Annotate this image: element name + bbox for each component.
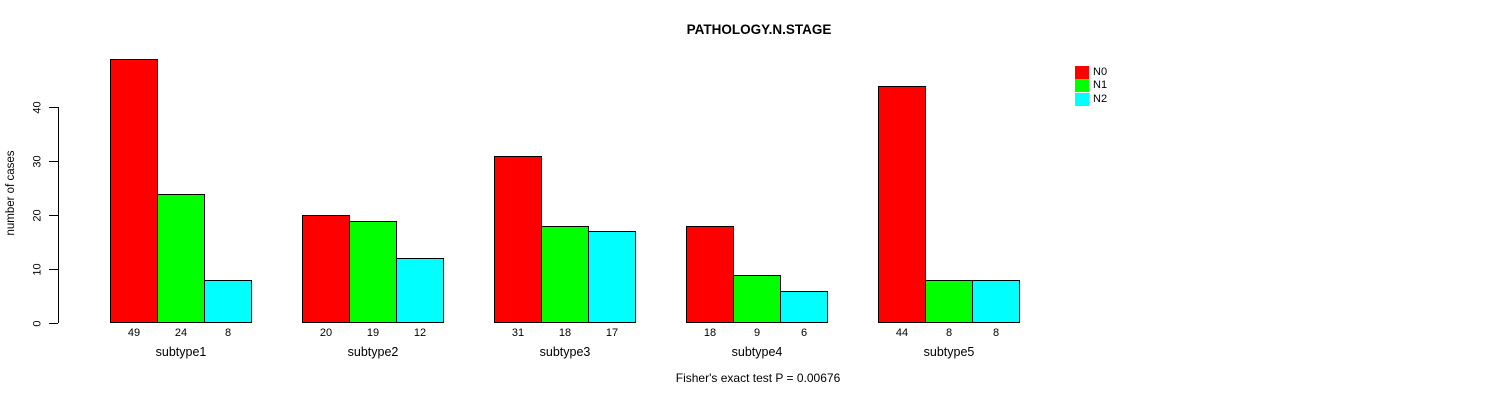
y-axis-line (58, 107, 59, 323)
y-axis-title: number of cases (5, 150, 17, 236)
bar-subtype2-N2 (396, 258, 444, 323)
bar-value-label-subtype3-N1: 18 (558, 327, 572, 339)
bar-value-label-subtype5-N1: 8 (945, 327, 953, 339)
bar-subtype3-N2 (588, 231, 636, 323)
bar-subtype1-N1 (157, 193, 205, 323)
legend-label-N0: N0 (1093, 66, 1108, 78)
bar-subtype1-N0 (110, 58, 158, 323)
bar-subtype2-N0 (302, 215, 350, 323)
bar-value-label-subtype4-N0: 18 (703, 327, 717, 339)
category-label-subtype2: subtype2 (347, 345, 399, 359)
y-tick-label: 40 (31, 101, 44, 114)
bar-value-label-subtype3-N2: 17 (605, 327, 619, 339)
category-label-subtype3: subtype3 (539, 345, 591, 359)
y-axis-tick (49, 106, 58, 108)
legend-label-N1: N1 (1093, 79, 1108, 92)
y-axis-tick (49, 214, 58, 216)
bar-subtype4-N2 (780, 290, 828, 323)
y-tick-label: 0 (31, 319, 44, 327)
bar-value-label-subtype3-N0: 31 (511, 327, 525, 339)
bar-subtype3-N0 (494, 155, 542, 323)
fisher-test-annotation: Fisher's exact test P = 0.00676 (675, 371, 841, 385)
y-tick-label: 30 (31, 155, 44, 168)
y-tick-label: 10 (31, 262, 44, 276)
legend-swatch-N0 (1075, 66, 1089, 79)
y-axis-tick (49, 268, 58, 270)
bar-subtype4-N1 (733, 274, 781, 323)
y-tick-label: 20 (31, 209, 44, 222)
bar-value-label-subtype2-N2: 12 (413, 327, 427, 339)
category-label-subtype1: subtype1 (155, 345, 207, 359)
bar-value-label-subtype5-N2: 8 (992, 327, 1000, 339)
bar-value-label-subtype4-N1: 9 (753, 327, 761, 339)
bar-value-label-subtype2-N1: 19 (366, 327, 380, 339)
legend-label-N2: N2 (1093, 92, 1108, 105)
bar-subtype2-N1 (349, 220, 397, 323)
legend-swatch-N1 (1075, 79, 1089, 93)
bar-value-label-subtype2-N0: 20 (319, 327, 333, 339)
bar-value-label-subtype1-N1: 24 (174, 327, 188, 339)
bar-subtype5-N1 (925, 279, 973, 323)
bar-value-label-subtype5-N0: 44 (895, 327, 909, 339)
chart-title: PATHOLOGY.N.STAGE (686, 22, 832, 37)
bar-subtype4-N0 (686, 226, 734, 323)
category-label-subtype4: subtype4 (731, 345, 783, 359)
legend-swatch-N2 (1075, 92, 1089, 106)
bar-value-label-subtype1-N2: 8 (224, 327, 232, 339)
bar-subtype1-N2 (204, 279, 252, 323)
y-axis-tick (49, 160, 58, 162)
category-label-subtype5: subtype5 (923, 345, 975, 359)
y-axis-tick (49, 322, 58, 324)
bar-subtype5-N2 (972, 279, 1020, 323)
bar-value-label-subtype1-N0: 49 (127, 327, 141, 339)
bar-subtype5-N0 (878, 85, 926, 323)
bar-subtype3-N1 (541, 226, 589, 323)
bar-value-label-subtype4-N2: 6 (800, 327, 808, 339)
